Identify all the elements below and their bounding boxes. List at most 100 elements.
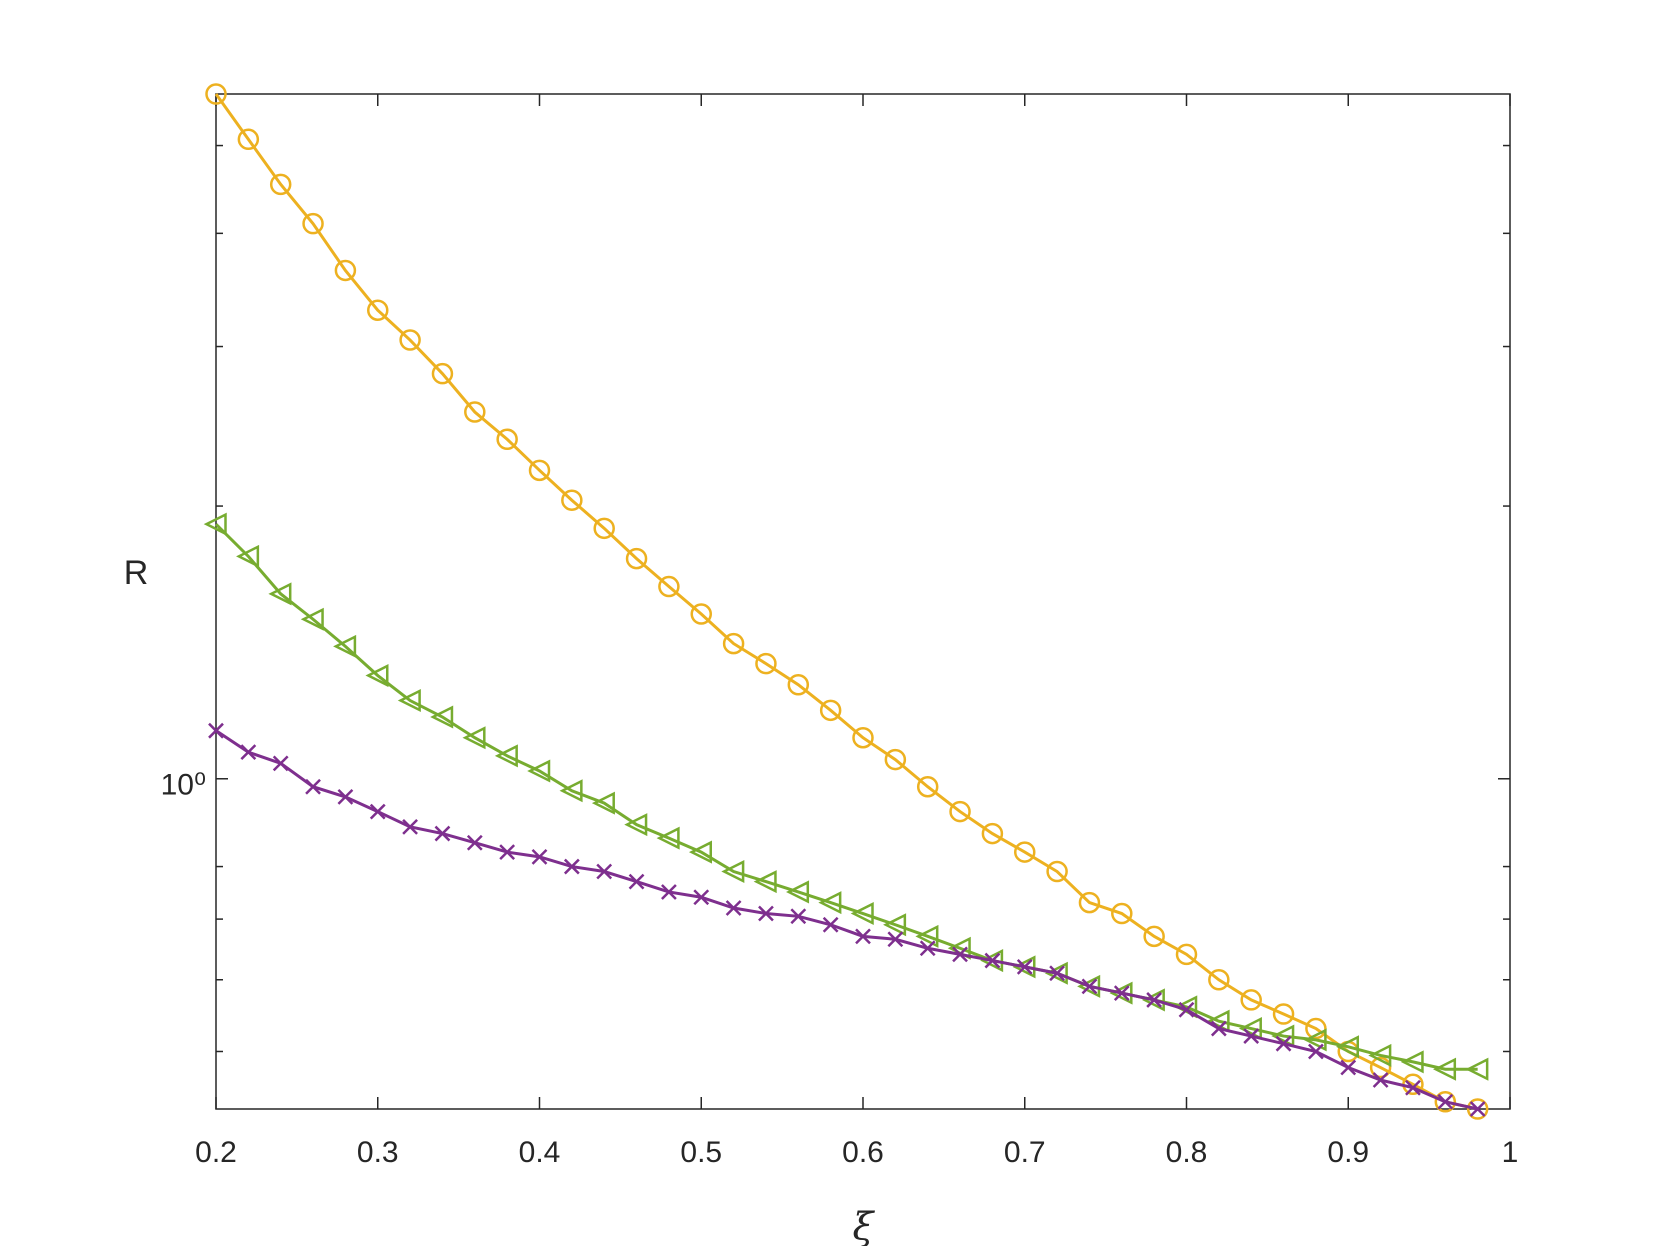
point: [591, 791, 615, 815]
point: [624, 813, 648, 837]
point: [1243, 1028, 1260, 1044]
point: [1238, 1017, 1262, 1041]
point: [753, 870, 777, 894]
point: [1466, 1098, 1489, 1120]
point: [305, 778, 321, 795]
point: [722, 632, 745, 655]
point: [1372, 1072, 1389, 1088]
point: [984, 952, 1001, 969]
point: [850, 902, 874, 926]
point: [1240, 989, 1262, 1011]
point: [499, 844, 516, 860]
x-tick-label: 1: [1502, 1136, 1519, 1169]
point: [559, 779, 583, 803]
point: [855, 928, 871, 945]
point: [434, 825, 451, 842]
point: [661, 884, 677, 900]
x-tick-label: 0.4: [519, 1136, 561, 1169]
point: [1208, 969, 1230, 991]
point: [1368, 1043, 1392, 1067]
point: [466, 834, 483, 851]
point: [527, 759, 551, 783]
point: [852, 726, 874, 749]
point: [1046, 860, 1068, 883]
point: [1433, 1057, 1457, 1081]
y-tick-label: 10⁰: [161, 769, 206, 802]
point: [1305, 1017, 1327, 1040]
point: [237, 128, 260, 151]
point: [1146, 992, 1163, 1008]
point: [333, 634, 357, 658]
plot-area: [215, 93, 1511, 1110]
point: [462, 726, 486, 750]
point: [1465, 1057, 1489, 1081]
point: [916, 775, 939, 798]
point: [1275, 1035, 1292, 1052]
x-tick-label: 0.5: [680, 1136, 722, 1169]
point: [1049, 965, 1065, 982]
point: [1014, 841, 1036, 863]
point: [755, 652, 777, 675]
point: [563, 858, 580, 875]
point: [656, 826, 680, 850]
point: [369, 803, 386, 820]
point: [1437, 1093, 1454, 1110]
point: [1400, 1050, 1424, 1074]
point: [628, 873, 645, 890]
point: [236, 544, 260, 568]
point: [1271, 1024, 1295, 1048]
point: [1206, 1009, 1230, 1033]
point: [268, 582, 292, 606]
point: [887, 931, 904, 948]
point: [365, 664, 389, 688]
point: [690, 603, 712, 625]
x-tick-label: 0.8: [1166, 1136, 1208, 1169]
y-axis-label: R: [124, 554, 149, 592]
point: [397, 689, 421, 713]
point: [1077, 974, 1101, 998]
point: [494, 744, 518, 768]
series-line: [214, 93, 1478, 1111]
point: [919, 940, 936, 957]
x-tick-label: 0.7: [1004, 1136, 1046, 1169]
point: [1340, 1059, 1357, 1076]
x-axis-label: ξ: [853, 1205, 876, 1246]
point: [822, 916, 839, 933]
series-line: [214, 523, 1478, 1071]
point: [430, 705, 454, 729]
point: [818, 891, 842, 915]
point: [1178, 1001, 1195, 1018]
point: [399, 329, 421, 351]
x-tick-label: 0.2: [195, 1136, 237, 1169]
point: [658, 575, 680, 598]
point: [367, 299, 389, 321]
point: [819, 699, 842, 722]
point: [725, 900, 742, 916]
point: [758, 905, 774, 922]
point: [1303, 1028, 1327, 1052]
point: [1210, 1020, 1227, 1037]
point: [528, 459, 551, 482]
point: [1335, 1035, 1359, 1059]
point: [1272, 1003, 1295, 1025]
point: [1369, 1056, 1392, 1079]
point: [531, 848, 548, 865]
point: [1012, 955, 1036, 979]
point: [402, 818, 418, 835]
point: [884, 748, 907, 771]
x-tick-label: 0.3: [357, 1136, 399, 1169]
point: [787, 673, 810, 696]
point: [1469, 1101, 1486, 1117]
point: [1405, 1079, 1421, 1096]
point: [688, 840, 712, 864]
point: [1174, 995, 1198, 1019]
point: [952, 946, 968, 963]
point: [203, 512, 227, 536]
point: [1113, 985, 1130, 1001]
point: [205, 83, 227, 105]
point: [1308, 1043, 1324, 1060]
point: [949, 800, 971, 823]
point: [464, 401, 486, 423]
point: [300, 607, 324, 631]
